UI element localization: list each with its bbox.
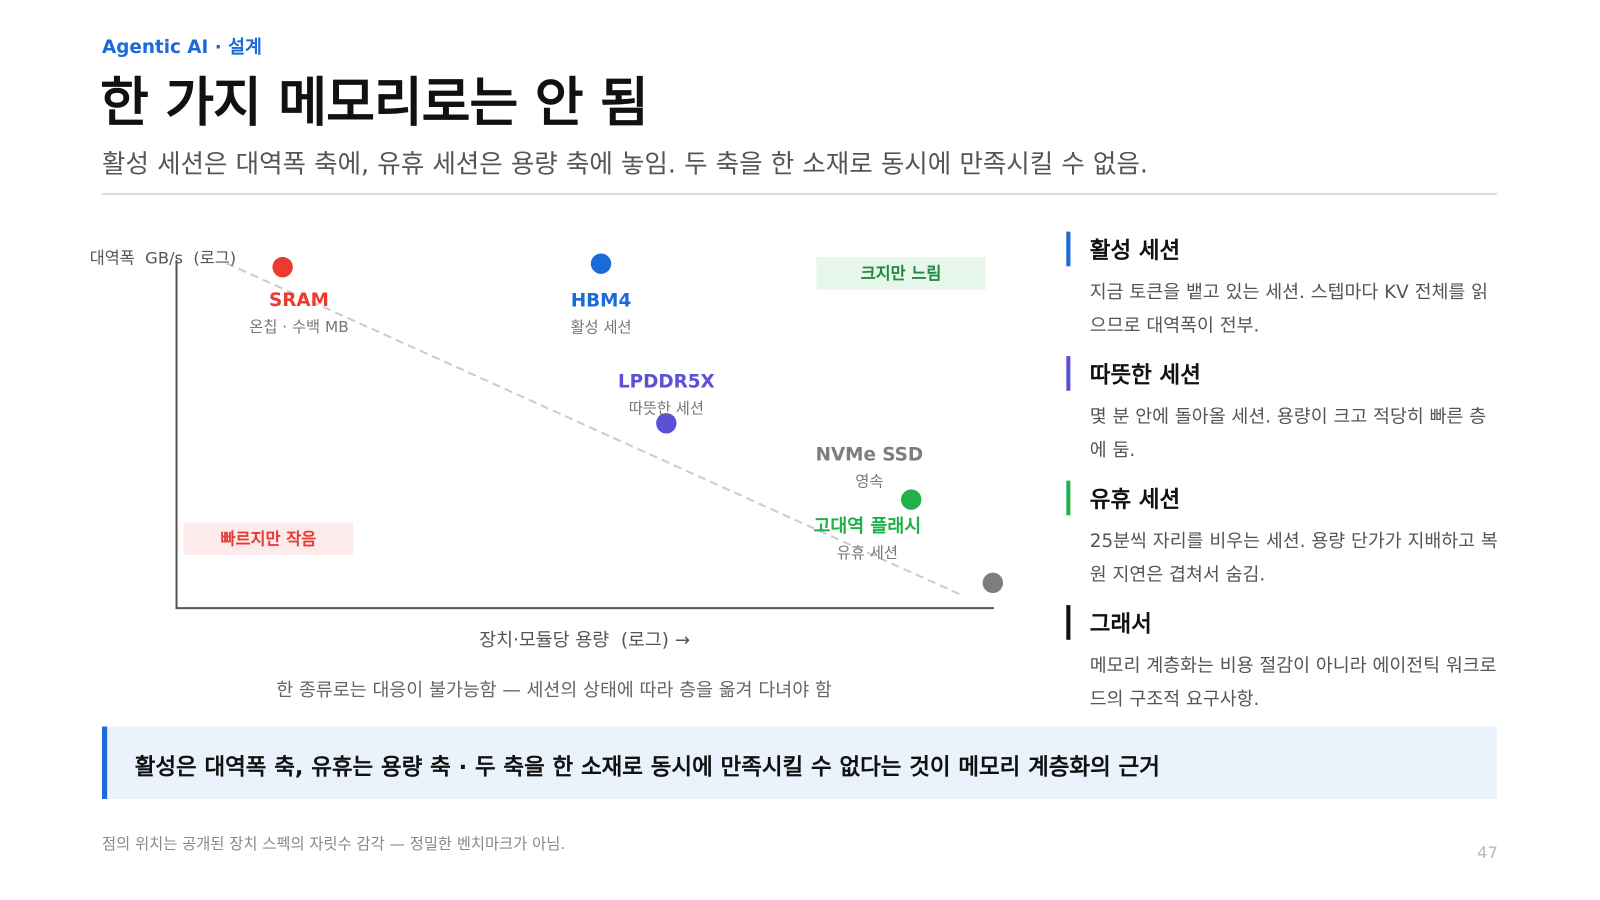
page-number: 47 bbox=[1477, 842, 1498, 863]
sidebar-body: 25분씩 자리를 비우는 세션. 용량 단가가 지배하고 복원 지연은 겹쳐서 … bbox=[1089, 530, 1498, 586]
point bbox=[656, 413, 677, 434]
sidebar-title: 따뜻한 세션 bbox=[1089, 363, 1201, 389]
point bbox=[272, 256, 293, 278]
annotation: 빠르지만 작음 bbox=[220, 529, 316, 548]
point bbox=[901, 489, 922, 510]
chart-caption: 한 종류로는 대응이 불가능함 — 세션의 상태에 따라 층을 옮겨 다녀야 함 bbox=[276, 680, 832, 701]
point-label: 고대역 플래시 bbox=[813, 516, 921, 537]
subtitle: 활성 세션은 대역폭 축에, 유휴 세션은 용량 축에 놓임. 두 축을 한 소… bbox=[102, 148, 1148, 179]
divider bbox=[102, 192, 1497, 195]
point bbox=[982, 572, 1004, 594]
sidebar-body: 몇 분 안에 돌아올 세션. 용량이 크고 적당히 빠른 층에 둠. bbox=[1089, 406, 1487, 462]
trend-line bbox=[226, 262, 962, 596]
accent-bar bbox=[1066, 356, 1071, 391]
point-sublabel: 활성 세션 bbox=[570, 318, 631, 336]
point bbox=[590, 253, 612, 274]
callout-text: 활성은 대역폭 축, 유휴는 용량 축 · 두 축을 한 소재로 동시에 만족시… bbox=[134, 755, 1160, 781]
sidebar-title: 그래서 bbox=[1089, 612, 1152, 638]
point-label: SRAM bbox=[269, 290, 329, 311]
chart: 크지만 느림 빠르지만 작음 대역폭 GB/s (로그) 장치·모듈당 용량 (… bbox=[90, 249, 1004, 701]
y-axis-label: 대역폭 GB/s (로그) bbox=[90, 249, 236, 268]
point-sublabel: 영속 bbox=[855, 472, 883, 490]
title: 한 가지 메모리로는 안 됨 bbox=[99, 72, 649, 134]
annotation: 크지만 느림 bbox=[861, 264, 942, 283]
point-sublabel: 유휴 세션 bbox=[837, 544, 898, 562]
sidebar-title: 유휴 세션 bbox=[1089, 487, 1181, 514]
sidebar-body: 지금 토큰을 뱉고 있는 세션. 스텝마다 KV 전체를 읽으므로 대역폭이 전… bbox=[1089, 281, 1489, 337]
point-sublabel: 온칩 · 수백 MB bbox=[249, 318, 348, 336]
annotation-box bbox=[183, 522, 354, 556]
point-sublabel: 따뜻한 세션 bbox=[629, 399, 704, 417]
point-label: NVMe SSD bbox=[816, 444, 924, 465]
point-label: LPDDR5X bbox=[618, 371, 715, 392]
accent-bar bbox=[1066, 231, 1071, 267]
sidebar-body: 메모리 계층화는 비용 절감이 아니라 에이전틱 워크로드의 구조적 요구사항. bbox=[1089, 655, 1497, 711]
footnote: 점의 위치는 공개된 장치 스펙의 자릿수 감각 — 정밀한 벤치마크가 아님. bbox=[102, 834, 566, 854]
kicker: Agentic AI · 설계 bbox=[102, 36, 262, 59]
accent-bar bbox=[1066, 480, 1071, 516]
annotation-box bbox=[816, 257, 986, 290]
x-axis-label: 장치·모듈당 용량 (로그) → bbox=[479, 630, 690, 651]
sidebar-title: 활성 세션 bbox=[1089, 238, 1181, 265]
callout-box bbox=[102, 726, 1497, 799]
accent-bar bbox=[1066, 605, 1071, 640]
point-label: HBM4 bbox=[571, 290, 631, 311]
